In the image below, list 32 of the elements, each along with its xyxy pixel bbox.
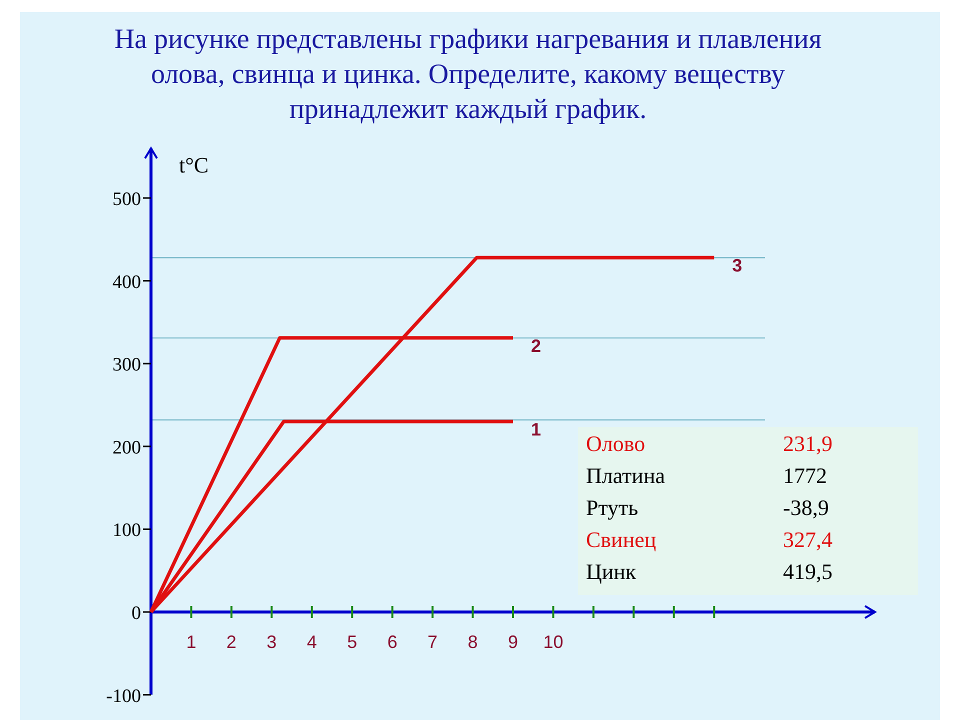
x-tick-label: 5 — [347, 632, 358, 652]
y-axis-title: t°C — [179, 152, 209, 178]
x-tick-label: 3 — [266, 632, 277, 652]
text: 1772 — [783, 463, 827, 488]
category-label: Ртуть — [586, 495, 638, 520]
x-tick-label: 1 — [186, 632, 196, 652]
text: 419,5 — [783, 559, 832, 584]
x-tick-label: 4 — [306, 632, 317, 652]
text: 231,9 — [783, 431, 832, 456]
series-label: 3 — [732, 256, 742, 276]
x-tick-label: 8 — [468, 632, 478, 652]
y-tick-label: 100 — [112, 520, 141, 542]
category-label: Цинк — [586, 559, 636, 584]
category-label: Олово — [586, 431, 646, 456]
x-tick-label: 6 — [387, 632, 398, 652]
y-tick-label: 500 — [112, 189, 141, 210]
series-label: 1 — [531, 420, 542, 440]
x-tick-label: 9 — [508, 632, 518, 652]
series-label: 2 — [531, 336, 542, 356]
chart-title: На рисунке представлены графики нагревания и плавления олова, свинца и цинка. Определите, какому веществу принадлежит каждый график. — [114, 24, 822, 125]
x-tick-label: 2 — [226, 632, 236, 652]
y-tick-label: 300 — [112, 354, 141, 376]
y-tick-label: -100 — [106, 686, 141, 707]
text: 327,4 — [783, 527, 832, 552]
y-tick-label: 0 — [132, 603, 141, 624]
y-tick-label: 200 — [112, 437, 141, 458]
category-label: Платина — [586, 463, 666, 488]
y-tick-label: 400 — [112, 272, 141, 293]
category-label: Свинец — [586, 527, 656, 552]
x-tick-label: 7 — [428, 632, 438, 652]
x-tick-label: 10 — [543, 632, 564, 652]
text: -38,9 — [783, 495, 829, 520]
